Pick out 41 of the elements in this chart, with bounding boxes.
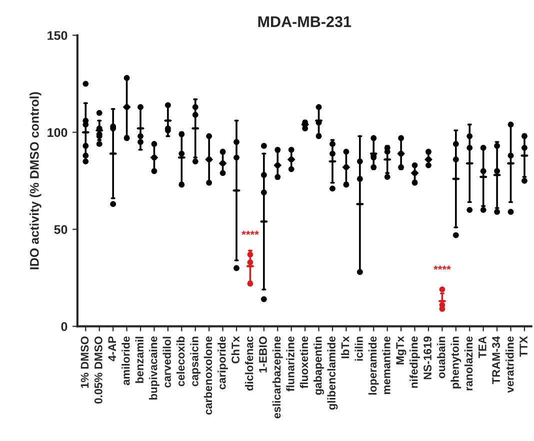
- annotation: ****: [434, 266, 451, 270]
- x-tick-label: loperamide: [368, 336, 379, 395]
- x-tick-label: IbTx: [341, 336, 350, 358]
- annotation: ****: [242, 230, 259, 235]
- x-tick-label: icilin: [354, 336, 363, 361]
- x-tick-label: gabapentin: [314, 336, 324, 395]
- x-tick-label: glibenclamide: [327, 336, 338, 410]
- x-tick-label: 1% DMSO: [80, 336, 89, 388]
- x-tick-label: TTX: [520, 336, 528, 357]
- y-axis-title: IDO activity (% DMSO control): [30, 92, 42, 270]
- x-tick-label: ouabain: [437, 336, 446, 378]
- x-tick-label: cariporide: [218, 336, 228, 390]
- y-tick-label: 100: [48, 128, 68, 137]
- x-tick-label: 0.05% DMSO: [94, 336, 102, 404]
- x-tick-label: ChTx: [231, 336, 240, 364]
- x-tick-label: fluoxetine: [300, 336, 308, 388]
- x-tick-label: memantine: [382, 336, 390, 394]
- x-tick-label: veratridine: [506, 336, 514, 393]
- x-tick-label: MgTx: [396, 336, 406, 364]
- y-tick-label: 150: [48, 31, 68, 40]
- x-tick-label: 4-AP: [108, 336, 116, 362]
- x-tick-label: carvedilol: [162, 336, 171, 388]
- x-tick-label: phenytoin: [450, 336, 462, 388]
- x-tick-label: bupivacaine: [149, 336, 160, 400]
- x-tick-label: flunarizine: [286, 336, 294, 392]
- x-tick-label: nifedipine: [410, 336, 420, 388]
- x-tick-label: 1-EBIO: [259, 336, 267, 372]
- x-tick-label: NS-1619: [424, 336, 432, 380]
- x-tick-label: TRAM-34: [492, 336, 500, 384]
- x-tick-label: carbenoxolone: [204, 336, 212, 415]
- x-tick-label: celecoxib: [176, 336, 185, 386]
- x-tick-label: benzamil: [135, 336, 144, 383]
- x-tick-label: ranolazine: [464, 336, 473, 390]
- x-tick-label: TEA: [478, 336, 486, 358]
- x-tick-label: eslicarbazepine: [272, 336, 283, 418]
- x-tick-label: amiloride: [122, 336, 130, 386]
- y-tick-label: 50: [54, 225, 68, 234]
- x-tick-label: capsaicin: [190, 336, 201, 386]
- y-tick-label: 0: [61, 322, 68, 331]
- chart-title: MDA-MB-231: [258, 16, 352, 28]
- x-tick-label: diclofenac: [245, 336, 254, 391]
